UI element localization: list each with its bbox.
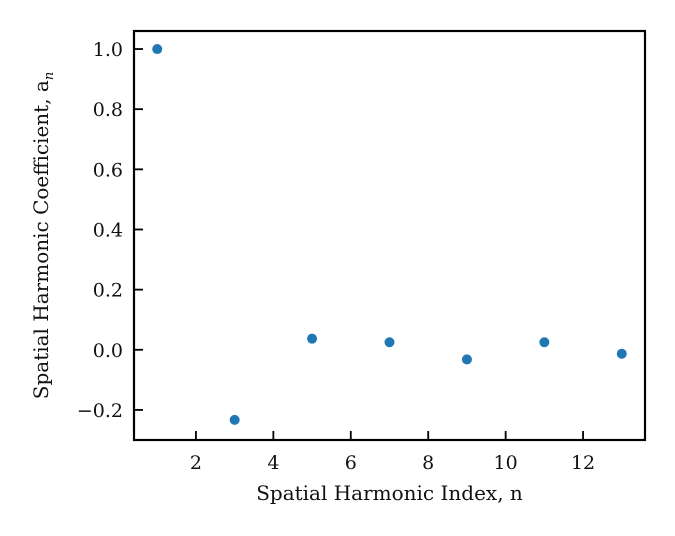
data-point <box>461 354 472 365</box>
y-tick-label: 1.0 <box>93 39 123 61</box>
y-tick-label: −0.2 <box>77 400 123 422</box>
x-axis-label: Spatial Harmonic Index, n <box>256 481 523 505</box>
y-axis-label-main: Spatial Harmonic Coefficient, a <box>29 80 53 399</box>
data-point <box>616 348 627 359</box>
x-tick-label: 10 <box>494 452 518 474</box>
y-axis-label: Spatial Harmonic Coefficient, an <box>29 72 57 399</box>
y-tick-label: 0.8 <box>93 99 123 121</box>
x-tick-label: 4 <box>267 452 279 474</box>
y-tick-label: 0.0 <box>93 340 123 362</box>
x-tick-label: 6 <box>345 452 357 474</box>
data-points <box>152 44 627 425</box>
data-point <box>229 414 240 425</box>
data-point <box>307 333 318 344</box>
y-tick-label: 0.6 <box>93 159 123 181</box>
data-point <box>384 337 395 348</box>
plot-frame <box>132 29 647 442</box>
data-point <box>539 337 550 348</box>
y-tick-label: 0.4 <box>93 219 123 241</box>
y-tick-label: 0.2 <box>93 280 123 302</box>
data-point <box>152 44 163 55</box>
y-axis-label-subscript: n <box>42 72 57 80</box>
x-tick-label: 2 <box>190 452 202 474</box>
axis-ticks: 2 4 6 8 10 12 −0.2 0.0 0.2 0.4 0.6 0.8 1.0 <box>77 39 595 474</box>
x-tick-label: 8 <box>422 452 434 474</box>
x-tick-label: 12 <box>571 452 595 474</box>
